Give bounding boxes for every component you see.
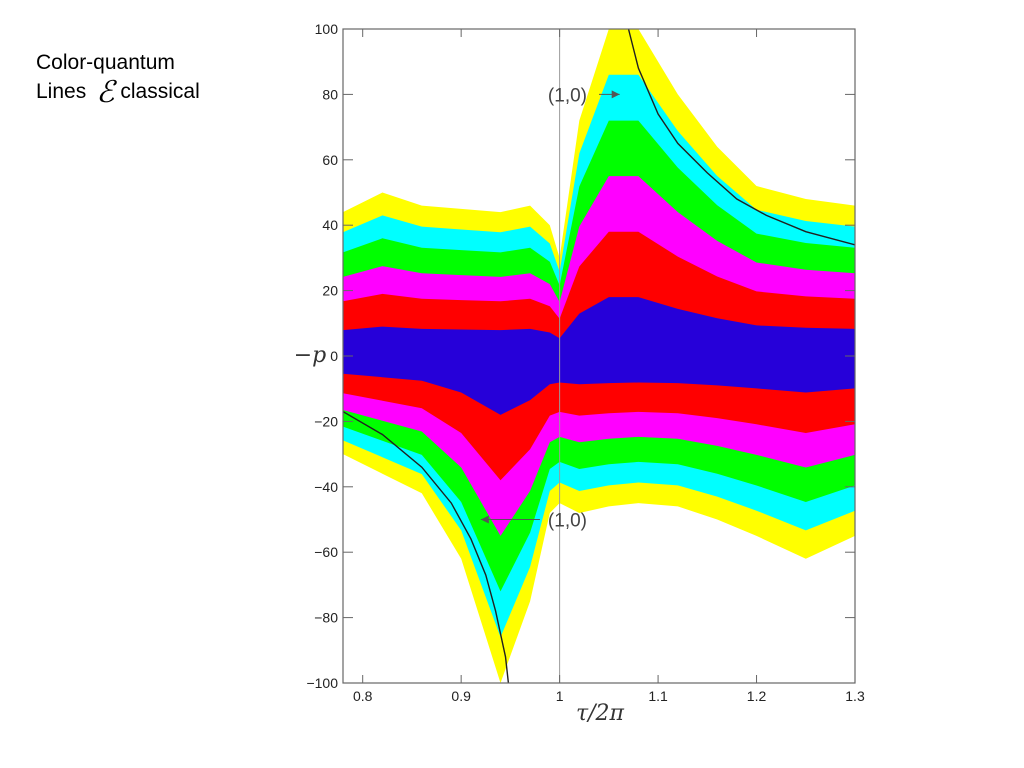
caption-text-color-quantum: Color-quantum — [36, 51, 175, 74]
x-tick-label: 1.1 — [648, 688, 668, 704]
y-tick-label: 100 — [315, 21, 339, 37]
x-tick-label: 0.9 — [451, 688, 471, 704]
annotation-label-1: (1,0) — [548, 85, 587, 106]
x-tick-label: 1 — [556, 688, 564, 704]
caption-text-classical: classical — [120, 80, 200, 103]
annotation-arrowhead-2 — [480, 515, 489, 524]
classical-curve-1 — [627, 29, 855, 246]
y-tick-label: −60 — [314, 544, 338, 560]
x-axis-title: τ/2π — [576, 701, 625, 726]
y-tick-label: −40 — [314, 479, 338, 495]
annotations: (1,0) (1,0) — [480, 85, 620, 532]
y-tick-label: 80 — [322, 86, 338, 102]
y-tick-label: 40 — [322, 217, 338, 233]
y-axis: 100 80 60 40 20 0 −20 −40 −60 −80 −100 — [306, 21, 855, 691]
classical-curves — [343, 29, 855, 683]
caption-text-lines: Lines — [36, 80, 87, 103]
caption-line-1: Color-quantum — [36, 48, 200, 77]
y-axis-title: −p — [294, 343, 327, 368]
x-tick-label: 0.8 — [353, 688, 373, 704]
y-tick-label: 60 — [322, 152, 338, 168]
x-tick-label: 1.3 — [845, 688, 865, 704]
x-axis: 0.8 0.9 1 1.1 1.2 1.3 — [353, 29, 865, 704]
y-tick-label: 20 — [322, 283, 338, 299]
y-tick-label: −20 — [314, 413, 338, 429]
x-tick-label: 1.2 — [747, 688, 767, 704]
annotation-label-2: (1,0) — [548, 511, 587, 532]
y-tick-label: −80 — [314, 610, 338, 626]
y-tick-label: −100 — [306, 675, 338, 691]
script-e-symbol: ℰ — [96, 75, 115, 110]
annotation-arrowhead-1 — [611, 90, 620, 99]
y-tick-label: 0 — [330, 348, 338, 364]
heatmap-bands — [343, 29, 855, 683]
classical-curve-2 — [343, 410, 510, 683]
band-level-6 — [343, 297, 855, 415]
